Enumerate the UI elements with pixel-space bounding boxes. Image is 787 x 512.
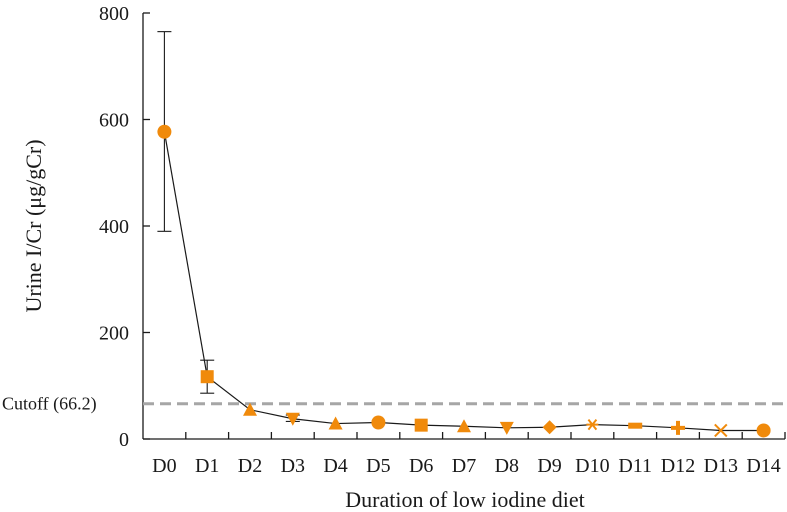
x-tick-label: D5	[366, 455, 390, 477]
x-tick-label: D10	[575, 455, 609, 477]
series-line	[163, 131, 764, 432]
series-group	[163, 131, 764, 432]
y-tick-label: 400	[99, 216, 129, 238]
x-tick-label: D13	[704, 455, 738, 477]
data-point-d13	[714, 423, 728, 438]
x-tick-label: D0	[152, 455, 176, 477]
y-tick-label: 600	[99, 110, 129, 132]
y-axis-title: Urine I/Cr (μg/gCr)	[21, 139, 46, 312]
data-point-d11	[628, 422, 643, 429]
x-tick-label: D14	[746, 455, 780, 477]
data-point-d10	[586, 418, 599, 431]
x-axis-title: Duration of low iodine diet	[345, 487, 585, 512]
x-tick-label: D1	[195, 455, 219, 477]
data-point-d9	[542, 420, 557, 435]
cutoff-label: Cutoff (66.2)	[2, 394, 97, 415]
x-tick-label: D11	[618, 455, 652, 477]
y-tick-label: 800	[99, 3, 129, 25]
x-tick-label: D8	[495, 455, 519, 477]
x-tick-label: D3	[281, 455, 305, 477]
data-point-d3	[285, 412, 300, 426]
data-point-d2	[243, 402, 257, 416]
data-point-d12	[671, 420, 685, 435]
error-bars	[157, 31, 300, 422]
data-point-d14	[756, 423, 771, 438]
data-point-d6	[414, 418, 428, 432]
x-tick-label: D6	[409, 455, 433, 477]
data-point-d0	[157, 124, 172, 139]
x-tick-label: D7	[452, 455, 476, 477]
data-point-d1	[200, 370, 214, 384]
x-tick-label: D4	[323, 455, 347, 477]
y-tick-label: 200	[99, 323, 129, 345]
x-tick-labels: D0 D1 D2 D3 D4 D5 D6 D7 D8 D9 D10 D11 D12 D13 D14	[152, 455, 781, 477]
x-tick-label: D2	[238, 455, 262, 477]
y-tick-labels: 0 200 400 600 800	[99, 3, 129, 451]
data-point-d5	[371, 415, 386, 430]
data-point-d7	[457, 419, 471, 433]
axes	[142, 12, 786, 440]
y-tick-label: 0	[119, 429, 129, 451]
data-point-d4	[328, 416, 343, 430]
x-tick-label: D12	[661, 455, 695, 477]
markers	[157, 124, 771, 438]
x-tick-label: D9	[537, 455, 561, 477]
data-point-d8	[499, 421, 514, 435]
